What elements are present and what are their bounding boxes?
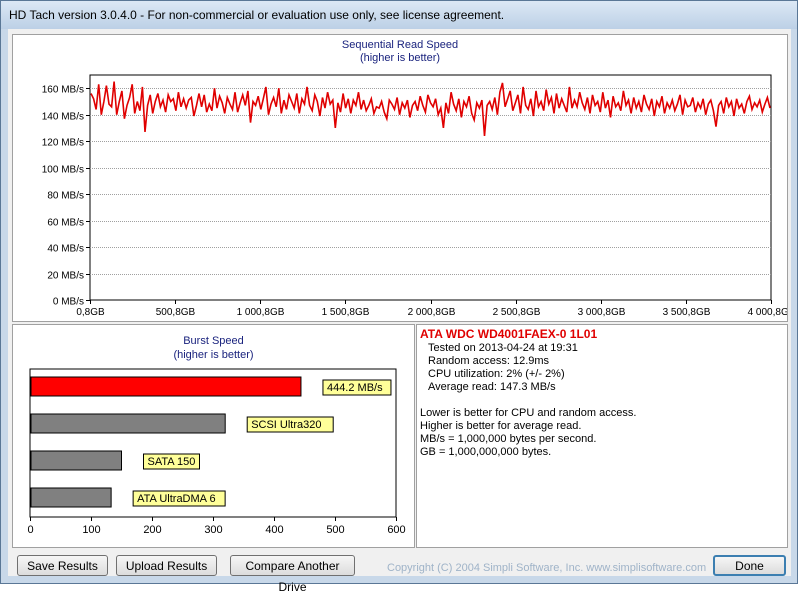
y-tick-label: 60 MB/s (47, 218, 84, 229)
note-gb-definition: GB = 1,000,000,000 bytes. (420, 446, 552, 458)
burst-bar-label: SATA 150 (148, 456, 196, 468)
burst-chart-title: Burst Speed (183, 335, 244, 347)
x-tick-label: 500,8GB (156, 307, 196, 318)
y-tick-label: 40 MB/s (47, 244, 84, 255)
read-speed-panel: Sequential Read Speed (higher is better)… (12, 34, 788, 322)
drive-name: ATA WDC WD4001FAEX-0 1L01 (420, 327, 598, 341)
y-tick-label: 100 MB/s (42, 165, 84, 176)
burst-x-tick-label: 400 (265, 524, 283, 536)
title-bar: HD Tach version 3.0.4.0 - For non-commer… (1, 1, 797, 29)
read-chart-subtitle: (higher is better) (359, 52, 441, 64)
y-tick-label: 160 MB/s (42, 85, 84, 96)
read-speed-line (90, 81, 771, 136)
x-tick-label: 0,8GB (76, 307, 105, 318)
burst-bar (30, 413, 226, 434)
x-tick-label: 3 000,8GB (578, 307, 626, 318)
plot-area (89, 74, 772, 301)
note-lower-better: Lower is better for CPU and random acces… (420, 407, 637, 419)
burst-bar-label: SCSI Ultra320 (251, 419, 321, 431)
burst-x-tick-label: 0 (27, 524, 33, 536)
burst-bar (30, 450, 122, 471)
window-title: HD Tach version 3.0.4.0 - For non-commer… (9, 8, 505, 22)
x-tick-label: 2 000,8GB (408, 307, 456, 318)
burst-x-tick-label: 500 (326, 524, 344, 536)
average-read: Average read: 147.3 MB/s (428, 381, 556, 393)
read-speed-chart: 0 MB/s 20 MB/s 40 MB/s 60 MB/s 80 MB/s 100 MB… (42, 74, 787, 318)
burst-bar-label-box (322, 379, 392, 396)
random-access: Random access: 12.9ms (428, 355, 550, 367)
y-tick-label: 80 MB/s (47, 191, 84, 202)
done-button[interactable]: Done (713, 555, 786, 576)
note-mbs-definition: MB/s = 1,000,000 bytes per second. (420, 433, 597, 445)
burst-x-tick-label: 600 (387, 524, 405, 536)
burst-bar-label: ATA UltraDMA 6 (137, 493, 215, 505)
burst-bar-label: 444.2 MB/s (327, 382, 383, 394)
burst-bar-label-box (246, 416, 334, 433)
burst-x-tick-label: 100 (82, 524, 100, 536)
upload-results-button[interactable]: Upload Results (116, 555, 217, 576)
burst-x-tick-label: 200 (143, 524, 161, 536)
x-tick-label: 1 000,8GB (237, 307, 285, 318)
save-results-button[interactable]: Save Results (17, 555, 108, 576)
note-higher-better: Higher is better for average read. (420, 420, 582, 432)
burst-bar-label-box (132, 490, 226, 507)
burst-bar (30, 376, 302, 397)
y-tick-label: 0 MB/s (53, 297, 84, 308)
client-area: Sequential Read Speed (higher is better)… (8, 29, 791, 594)
y-tick-label: 140 MB/s (42, 112, 84, 123)
burst-bar-label-box (143, 453, 200, 470)
tested-date: Tested on 2013-04-24 at 19:31 (428, 342, 578, 354)
copyright-text: Copyright (C) 2004 Simpli Software, Inc.… (387, 562, 707, 574)
burst-chart-subtitle: (higher is better) (173, 349, 254, 361)
read-chart-title: Sequential Read Speed (341, 39, 459, 51)
burst-speed-chart: 0 100 200 300 400 500 600 444.2 MB/s SCSI Ultra3… (27, 368, 406, 536)
x-tick-label: 2 500,8GB (493, 307, 541, 318)
x-tick-label: 4 000,8GE (748, 307, 787, 318)
burst-x-tick-label: 300 (204, 524, 222, 536)
results-info-panel: ATA WDC WD4001FAEX-0 1L01 Tested on 2013… (416, 324, 788, 548)
y-tick-label: 120 MB/s (42, 138, 84, 149)
burst-bar (30, 487, 112, 508)
y-tick-label: 20 MB/s (47, 271, 84, 282)
x-tick-label: 3 500,8GB (663, 307, 711, 318)
compare-another-drive-button[interactable]: Compare Another Drive (230, 555, 355, 594)
x-tick-label: 1 500,8GB (322, 307, 370, 318)
cpu-utilization: CPU utilization: 2% (+/- 2%) (428, 368, 565, 380)
burst-speed-panel: Burst Speed (higher is better) 0 100 200 30… (12, 324, 415, 548)
